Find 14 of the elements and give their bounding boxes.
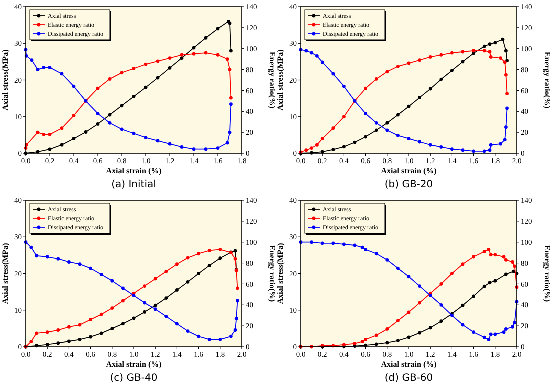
x-axis-title: Axial strain (%): [106, 360, 162, 369]
y2-axis-title: Energy ratio(%): [268, 52, 277, 109]
y-axis-title: Axial stress(MPa): [276, 242, 285, 304]
y-axis-title: Axial stress(MPa): [1, 49, 10, 111]
y-axis-title: Axial stress(MPa): [276, 49, 285, 111]
text: (b) GB-20: [384, 180, 434, 190]
y2-axis-title: Energy ratio(%): [268, 245, 277, 302]
text: (d) GB-60: [384, 373, 434, 384]
x-axis-title: Axial strain (%): [381, 166, 438, 176]
y-axis-title: Axial stress(MPa): [1, 242, 10, 304]
x-axis-title: Axial strain (%): [381, 360, 438, 369]
x-axis-title: Axial strain (%): [106, 166, 162, 176]
text: (c) GB-40: [110, 373, 158, 384]
text: (a) Initial: [112, 180, 156, 190]
